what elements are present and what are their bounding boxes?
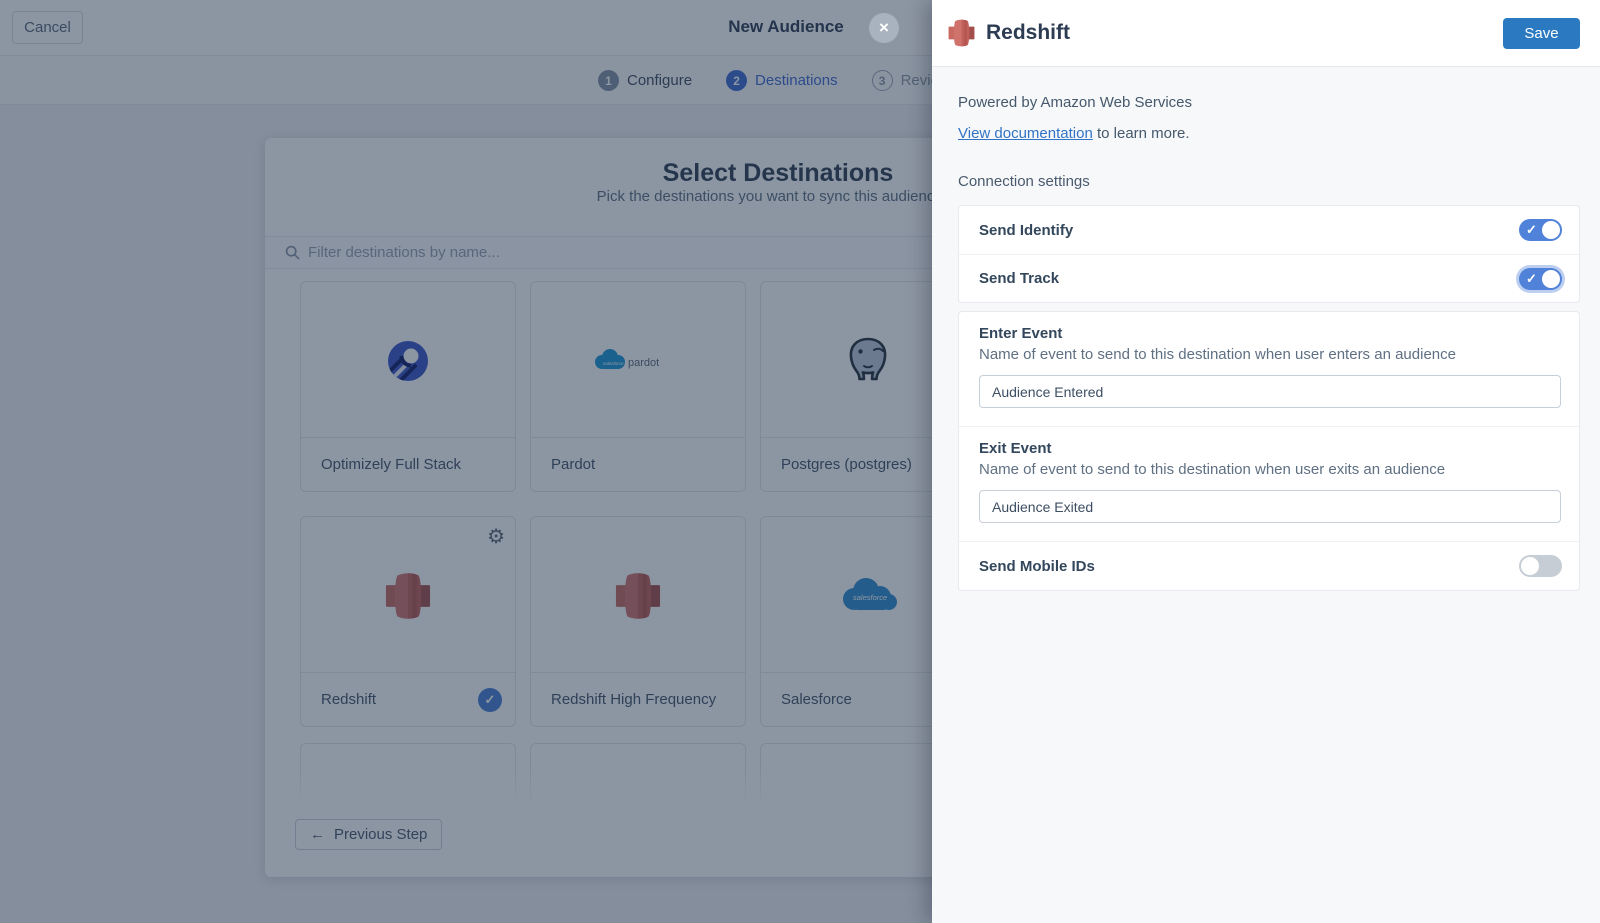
send-track-row: Send Track ✓ (959, 254, 1579, 302)
save-button[interactable]: Save (1503, 17, 1580, 49)
doc-suffix-text: to learn more. (1092, 125, 1190, 142)
send-mobile-ids-row: Send Mobile IDs (959, 542, 1579, 590)
panel-title: Redshift (986, 21, 1070, 44)
check-icon: ✓ (1526, 270, 1537, 286)
events-card: Enter Event Name of event to send to thi… (958, 311, 1580, 591)
powered-by-text: Powered by Amazon Web Services (958, 94, 1193, 111)
redshift-settings-panel: Redshift Save Powered by Amazon Web Serv… (932, 0, 1600, 923)
send-track-toggle[interactable]: ✓ (1519, 267, 1562, 290)
exit-event-label: Exit Event (979, 440, 1052, 457)
send-mobile-ids-toggle[interactable] (1519, 555, 1562, 577)
documentation-line: View documentation to learn more. (958, 124, 1580, 144)
exit-event-description: Name of event to send to this destinatio… (979, 461, 1446, 478)
redshift-logo-icon (948, 19, 975, 47)
send-mobile-ids-label: Send Mobile IDs (979, 557, 1095, 575)
send-identify-toggle[interactable]: ✓ (1519, 219, 1562, 241)
exit-event-section: Exit Event Name of event to send to this… (959, 427, 1579, 541)
send-toggles-card: Send Identify ✓ Send Track ✓ (958, 205, 1580, 303)
enter-event-label: Enter Event (979, 325, 1063, 342)
enter-event-description: Name of event to send to this destinatio… (979, 346, 1456, 363)
connection-settings-label: Connection settings (958, 173, 1090, 190)
check-icon: ✓ (1526, 222, 1537, 237)
send-identify-label: Send Identify (979, 221, 1074, 239)
enter-event-input[interactable] (979, 375, 1561, 408)
send-identify-row: Send Identify ✓ (959, 206, 1579, 254)
panel-header: Redshift Save (932, 0, 1600, 67)
close-icon[interactable]: × (869, 13, 899, 43)
enter-event-section: Enter Event Name of event to send to thi… (959, 312, 1579, 426)
panel-body: Powered by Amazon Web Services View docu… (932, 67, 1600, 591)
send-track-label: Send Track (979, 270, 1060, 287)
exit-event-input[interactable] (979, 490, 1561, 523)
view-documentation-link[interactable]: View documentation (958, 125, 1093, 142)
